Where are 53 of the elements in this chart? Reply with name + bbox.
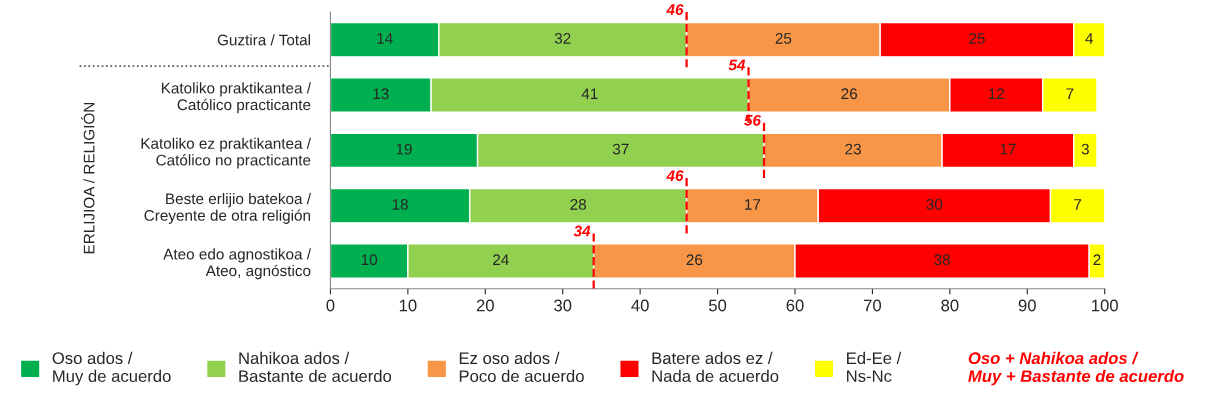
y-tick-label: Guztira / Total <box>217 34 310 46</box>
annotation: 54 <box>728 59 746 71</box>
data-label: 3 <box>1081 143 1089 155</box>
data-label: 30 <box>926 199 943 210</box>
data-label: 17 <box>1000 143 1016 155</box>
x-tick-label: 0 <box>326 299 335 312</box>
legend-label: Ez oso ados / Poco de acuerdo <box>459 351 584 383</box>
x-tick-label: 80 <box>941 299 959 312</box>
data-label: 23 <box>845 143 861 155</box>
x-tick-label: 10 <box>399 299 417 312</box>
x-tick-label: 30 <box>554 299 572 312</box>
data-label: 32 <box>554 32 571 44</box>
x-tick-label: 70 <box>864 299 882 312</box>
annotation: 46 <box>666 170 684 182</box>
text: Oso + Nahikoa ados / Muy + Bastante de acuerdo <box>968 351 1184 386</box>
data-label: 26 <box>686 254 703 266</box>
data-label: 19 <box>396 143 412 155</box>
data-label: 13 <box>373 88 389 100</box>
annotation: 34 <box>573 225 591 237</box>
data-label: 41 <box>581 88 598 99</box>
data-label: 25 <box>969 32 985 44</box>
y-tick-label: Ateo edo agnostikoa / Ateo, agnóstico <box>163 248 312 280</box>
legend-label: Oso ados / Muy de acuerdo <box>52 351 171 386</box>
data-label: 28 <box>570 199 587 210</box>
data-label: 12 <box>988 88 1005 99</box>
data-label: 7 <box>1074 199 1082 210</box>
legend-label: Batere ados ez / Nada de acuerdo <box>652 351 779 383</box>
data-label: 2 <box>1093 254 1101 265</box>
x-tick-label: 20 <box>476 299 494 312</box>
text: ERLIJIOA / RELIGIÓN <box>81 102 95 254</box>
annotation: 46 <box>666 4 684 16</box>
y-tick-label: Beste erlijio batekoa / Creyente de otra religión <box>144 192 312 224</box>
data-label: 17 <box>745 199 761 210</box>
data-label: 37 <box>612 143 629 155</box>
data-label: 38 <box>934 254 950 266</box>
annotation: 56 <box>744 114 762 126</box>
x-tick-label: 50 <box>708 299 727 312</box>
x-tick-label: 40 <box>631 299 649 312</box>
data-label: 18 <box>392 199 408 210</box>
data-label: 4 <box>1085 33 1094 44</box>
legend-label: Ed-Ee / Ns-Nc <box>847 351 902 383</box>
y-tick-label: Katoliko ez praktikantea / Católico no practicante <box>141 137 312 169</box>
x-tick-label: 60 <box>786 299 804 312</box>
legend-label: Nahikoa ados / Bastante de acuerdo <box>239 351 392 383</box>
y-tick-label: Katoliko praktikantea / Católico practicante <box>161 82 312 114</box>
x-tick-label: 90 <box>1018 299 1036 312</box>
data-label: 24 <box>493 254 509 265</box>
data-label: 14 <box>377 33 393 44</box>
data-label: 7 <box>1066 88 1074 99</box>
x-tick-label: 100 <box>1092 299 1118 312</box>
data-label: 10 <box>361 254 378 266</box>
data-label: 25 <box>775 32 792 44</box>
data-label: 26 <box>841 88 858 100</box>
